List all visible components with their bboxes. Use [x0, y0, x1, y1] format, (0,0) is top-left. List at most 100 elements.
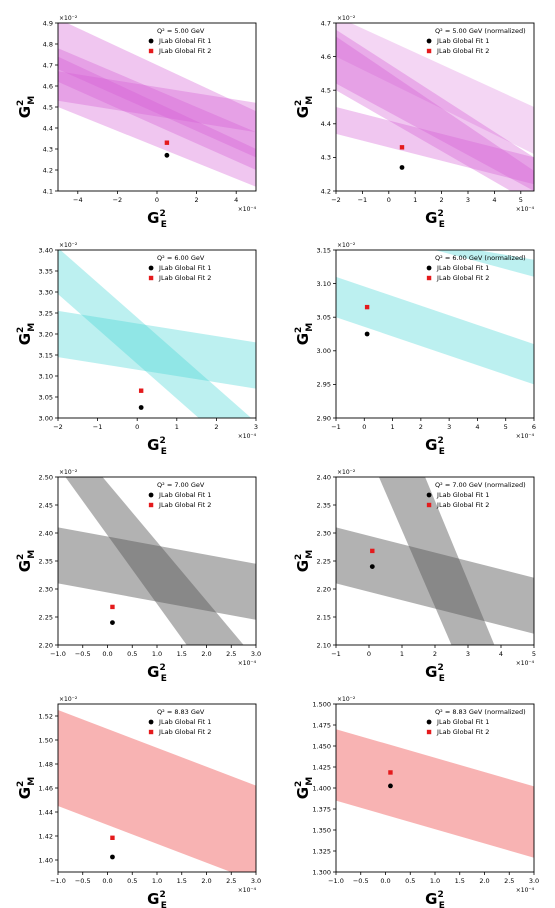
legend-label: JLab Global Fit 2 — [436, 274, 489, 282]
y-tick-label: 2.25 — [39, 613, 53, 621]
band-layer — [58, 23, 256, 187]
y-tick-label: 2.95 — [317, 381, 331, 389]
data-point-fit2 — [364, 304, 370, 310]
x-tick-label: 0 — [135, 423, 139, 431]
y-tick-label: 1.46 — [39, 784, 53, 792]
y-tick-label: 2.20 — [39, 641, 53, 649]
legend-marker-fit2 — [426, 275, 432, 281]
x-tick-label: −4 — [73, 196, 83, 204]
y-axis-label-group: G2M — [16, 777, 37, 800]
y-axis-label: G2M — [16, 550, 37, 573]
y-tick-label: 3.10 — [317, 280, 331, 288]
x-tick-label: 2 — [440, 196, 444, 204]
y-tick-label: 4.7 — [43, 61, 53, 69]
x-tick-label: 2 — [195, 196, 199, 204]
y-axis-label-group: G2M — [294, 323, 315, 346]
x-tick-label: 3.0 — [529, 877, 539, 885]
x-tick-label: 3 — [466, 650, 470, 658]
y-tick-label: 2.30 — [317, 529, 331, 537]
y-tick-label: 3.20 — [39, 330, 53, 338]
y-tick-label: 4.3 — [321, 154, 331, 162]
x-axis-label: G2 E — [425, 663, 445, 681]
x-tick-label: 2.5 — [226, 877, 236, 885]
x-tick-label: 3 — [254, 423, 258, 431]
x-tick-label: −1 — [93, 423, 103, 431]
y-offset-label: ×10⁻² — [59, 469, 78, 476]
uncertainty-band — [336, 729, 534, 858]
y-tick-label: 1.375 — [312, 805, 331, 813]
x-tick-label: −0.5 — [75, 877, 91, 885]
y-offset-label: ×10⁻² — [59, 242, 78, 249]
uncertainty-band — [336, 527, 534, 634]
x-offset-label: ×10⁻⁴ — [516, 887, 535, 894]
data-point-fit2 — [164, 140, 170, 145]
y-tick-label: 1.425 — [312, 763, 331, 771]
y-tick-label: 3.05 — [39, 393, 53, 401]
data-point-fit1 — [369, 564, 375, 569]
legend-label: JLab Global Fit 2 — [436, 728, 489, 736]
uncertainty-band — [58, 250, 252, 418]
y-tick-label: 2.25 — [317, 557, 331, 565]
legend-marker-fit1 — [426, 492, 432, 498]
chart-panel: −1.0 −0.5 0.0 0.5 1.0 1.5 2.0 2.5 3.0 1.40 1.42 1.4… — [16, 696, 261, 908]
y-tick-label: 4.6 — [43, 82, 53, 90]
y-tick-label: 4.1 — [43, 187, 53, 195]
x-tick-label: 0 — [367, 650, 371, 658]
x-tick-label: 4 — [499, 650, 503, 658]
x-tick-label: 1.5 — [177, 877, 187, 885]
y-tick-label: 1.40 — [39, 856, 53, 864]
uncertainty-band — [58, 48, 256, 187]
legend-marker-fit2 — [426, 48, 432, 54]
legend-title: Q² = 5.00 GeV (normalized) — [435, 27, 526, 35]
x-tick-label: 3.0 — [251, 877, 261, 885]
y-tick-label: 1.48 — [39, 760, 53, 768]
y-tick-label: 2.40 — [317, 473, 331, 481]
data-point-fit2 — [110, 604, 115, 610]
x-tick-label: −1.0 — [328, 877, 344, 885]
x-tick-label: 2 — [214, 423, 218, 431]
x-tick-label: −2 — [53, 423, 63, 431]
legend-label: JLab Global Fit 1 — [436, 264, 489, 272]
y-axis-label-group: G2M — [294, 96, 315, 119]
y-axis-label-group: G2M — [294, 550, 315, 573]
x-offset-label: ×10⁻⁴ — [238, 887, 257, 894]
x-axis-label: G2 E — [425, 436, 445, 454]
legend-label: JLab Global Fit 2 — [436, 501, 489, 509]
y-tick-label: 3.35 — [39, 267, 53, 275]
y-tick-label: 2.35 — [39, 557, 53, 565]
chart-panel: −1.0 −0.5 0.0 0.5 1.0 1.5 2.0 2.5 3.0 2.20 2.25 2.3… — [16, 469, 261, 681]
y-tick-label: 2.30 — [39, 585, 53, 593]
x-tick-label: 0.5 — [405, 877, 415, 885]
y-axis-label: G2M — [16, 323, 37, 346]
y-axis-label: G2M — [294, 323, 315, 346]
y-tick-label: 2.40 — [39, 529, 53, 537]
data-point-fit1 — [364, 331, 370, 337]
x-tick-label: −1 — [331, 423, 341, 431]
y-offset-label: ×10⁻² — [59, 696, 78, 703]
x-tick-label: −0.5 — [75, 650, 91, 658]
y-tick-label: 4.5 — [321, 87, 331, 95]
chart-panel: −4 −2 0 2 4 4.1 4.2 4.3 4.4 4.5 4.6 4.7 4.8 4.9 ×10⁻² ×… — [16, 15, 257, 227]
legend-title: Q² = 6.00 GeV (normalized) — [435, 254, 526, 262]
y-axis-label-group: G2M — [16, 550, 37, 573]
x-tick-label: 0.0 — [102, 650, 112, 658]
y-offset-label: ×10⁻² — [337, 696, 356, 703]
y-tick-label: 1.52 — [39, 712, 53, 720]
legend-label: JLab Global Fit 2 — [158, 274, 211, 282]
y-tick-label: 4.2 — [43, 166, 53, 174]
legend-title: Q² = 7.00 GeV (normalized) — [435, 481, 526, 489]
band-layer — [336, 729, 534, 858]
x-tick-label: 1 — [391, 423, 395, 431]
legend-label: JLab Global Fit 1 — [436, 718, 489, 726]
legend-marker-fit2 — [148, 275, 154, 281]
x-tick-label: 0 — [155, 196, 159, 204]
x-tick-label: 1.0 — [430, 877, 440, 885]
x-tick-label: −2 — [113, 196, 123, 204]
legend-marker-fit1 — [148, 719, 154, 725]
y-tick-label: 4.4 — [321, 120, 331, 128]
axes-frame — [335, 249, 535, 419]
data-point-fit1 — [399, 165, 405, 170]
x-tick-label: 5 — [532, 650, 536, 658]
x-tick-label: 0.0 — [380, 877, 390, 885]
